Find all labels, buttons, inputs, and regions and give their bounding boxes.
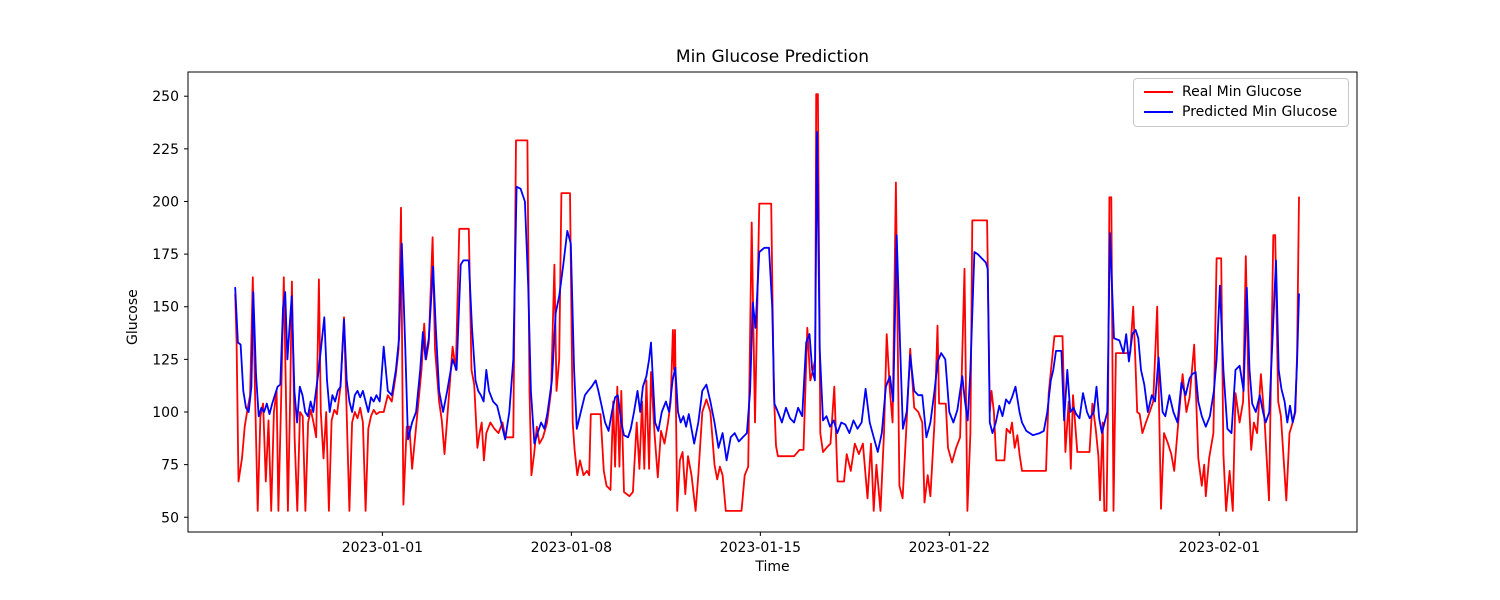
y-tick-label: 75 xyxy=(161,458,179,474)
legend-label-real: Real Min Glucose xyxy=(1182,84,1302,100)
y-tick-label: 250 xyxy=(152,89,179,105)
legend-item-real: Real Min Glucose xyxy=(1144,84,1338,100)
x-tick-label: 2023-01-15 xyxy=(720,540,801,556)
x-axis-label: Time xyxy=(755,559,790,575)
y-tick-label: 200 xyxy=(152,194,179,210)
y-axis-label: Glucose xyxy=(125,289,141,345)
legend-item-predicted: Predicted Min Glucose xyxy=(1144,104,1338,120)
predicted-series-line xyxy=(234,131,1300,462)
predicted-series-swatch xyxy=(1144,111,1173,113)
x-tick-label: 2023-02-01 xyxy=(1179,540,1260,556)
x-tick-label: 2023-01-01 xyxy=(342,540,423,556)
x-tick-label: 2023-01-08 xyxy=(531,540,612,556)
real-series-line xyxy=(234,93,1300,512)
y-tick-label: 175 xyxy=(152,247,179,263)
chart-title: Min Glucose Prediction xyxy=(675,47,870,67)
legend-label-predicted: Predicted Min Glucose xyxy=(1182,104,1338,120)
y-tick-label: 225 xyxy=(152,142,179,158)
legend: Real Min Glucose Predicted Min Glucose xyxy=(1133,78,1349,127)
y-tick-label: 100 xyxy=(152,405,179,421)
y-tick-label: 125 xyxy=(152,352,179,368)
x-tick-label: 2023-01-22 xyxy=(909,540,990,556)
plot-border xyxy=(187,71,1358,533)
real-series-swatch xyxy=(1144,91,1173,93)
y-tick-label: 50 xyxy=(161,510,179,526)
y-tick-label: 150 xyxy=(152,300,179,316)
